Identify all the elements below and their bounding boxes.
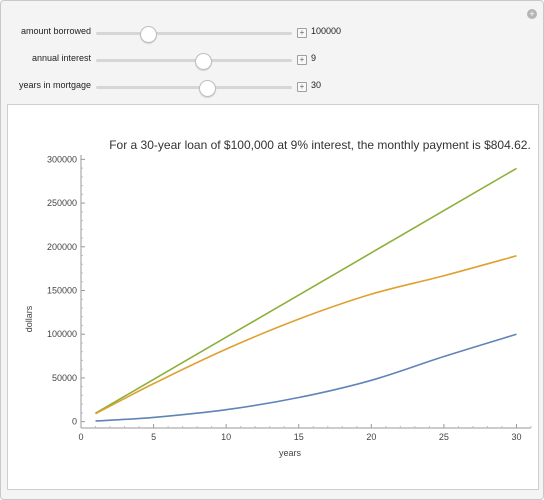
amount-label: amount borrowed <box>20 26 91 36</box>
interest-label: annual interest <box>31 53 91 63</box>
x-axis-label: years <box>279 448 302 458</box>
amount-slider[interactable] <box>96 26 292 43</box>
series-line-3 <box>95 333 517 422</box>
interest-expand-icon[interactable]: + <box>297 55 307 65</box>
y-tick-label: 150000 <box>47 286 77 296</box>
interest-control: annual interest + 9 <box>0 50 400 70</box>
y-tick-label: 50000 <box>52 373 77 383</box>
years-slider-thumb[interactable] <box>198 80 216 97</box>
years-label: years in mortgage <box>18 80 91 90</box>
amount-control: amount borrowed + 100000 <box>0 23 400 43</box>
controls-panel: amount borrowed + 100000 annual interest… <box>0 0 544 104</box>
y-axis-label: dollars <box>24 305 34 332</box>
amount-slider-thumb[interactable] <box>139 26 157 43</box>
amount-expand-icon[interactable]: + <box>297 28 307 38</box>
chart-title: For a 30-year loan of $100,000 at 9% int… <box>109 138 531 152</box>
y-tick-label: 100000 <box>47 329 77 339</box>
y-tick-label: 200000 <box>47 242 77 252</box>
x-tick-label: 20 <box>366 432 376 442</box>
x-tick-label: 5 <box>151 432 156 442</box>
interest-slider-thumb[interactable] <box>194 53 212 70</box>
chart-lines <box>95 167 517 422</box>
interest-slider[interactable] <box>96 53 292 70</box>
plot-panel: For a 30-year loan of $100,000 at 9% int… <box>7 104 539 490</box>
x-tick-label: 0 <box>78 432 83 442</box>
years-expand-icon[interactable]: + <box>297 82 307 92</box>
y-tick-label: 300000 <box>47 154 77 164</box>
x-tick-label: 15 <box>294 432 304 442</box>
series-line-1 <box>95 167 517 414</box>
years-value: 30 <box>311 80 322 90</box>
years-slider[interactable] <box>96 80 292 97</box>
years-control: years in mortgage + 30 <box>0 77 400 97</box>
options-icon[interactable]: + <box>527 9 537 19</box>
y-tick-label: 250000 <box>47 198 77 208</box>
chart-svg: For a 30-year loan of $100,000 at 9% int… <box>24 138 532 458</box>
series-line-2 <box>95 255 517 415</box>
x-tick-label: 10 <box>221 432 231 442</box>
interest-value: 9 <box>311 53 317 63</box>
chart-axes: 0 50000 100000 150000 200000 250000 300000 0 5 10… <box>47 154 532 442</box>
x-tick-label: 25 <box>439 432 449 442</box>
amount-value: 100000 <box>311 26 342 36</box>
y-tick-label: 0 <box>72 417 77 427</box>
x-tick-label: 30 <box>511 432 521 442</box>
